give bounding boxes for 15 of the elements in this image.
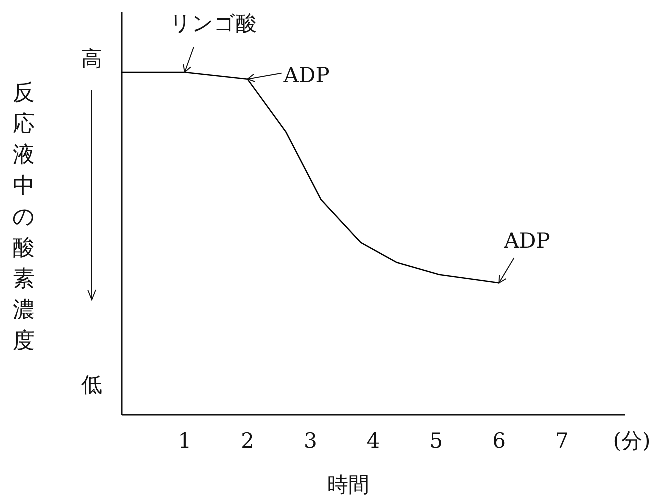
text: 高 — [82, 47, 102, 71]
x-tick-label: 4 — [366, 429, 380, 453]
text: 反応液中の酸素濃度 — [12, 81, 36, 354]
text: (分) — [613, 429, 651, 453]
annotation: ADP — [503, 229, 550, 254]
x-tick-label: 6 — [492, 429, 506, 453]
x-tick-label: 5 — [430, 429, 444, 453]
x-tick-label: 2 — [241, 429, 254, 453]
x-tick-label: 1 — [178, 429, 192, 453]
x-tick-label: 3 — [304, 429, 318, 453]
x-tick-label: 7 — [555, 429, 569, 453]
annotation: リンゴ酸 — [170, 12, 257, 36]
text: 低 — [82, 373, 102, 397]
annotation: ADP — [282, 63, 330, 88]
x-axis-title: 時間 — [328, 473, 370, 497]
